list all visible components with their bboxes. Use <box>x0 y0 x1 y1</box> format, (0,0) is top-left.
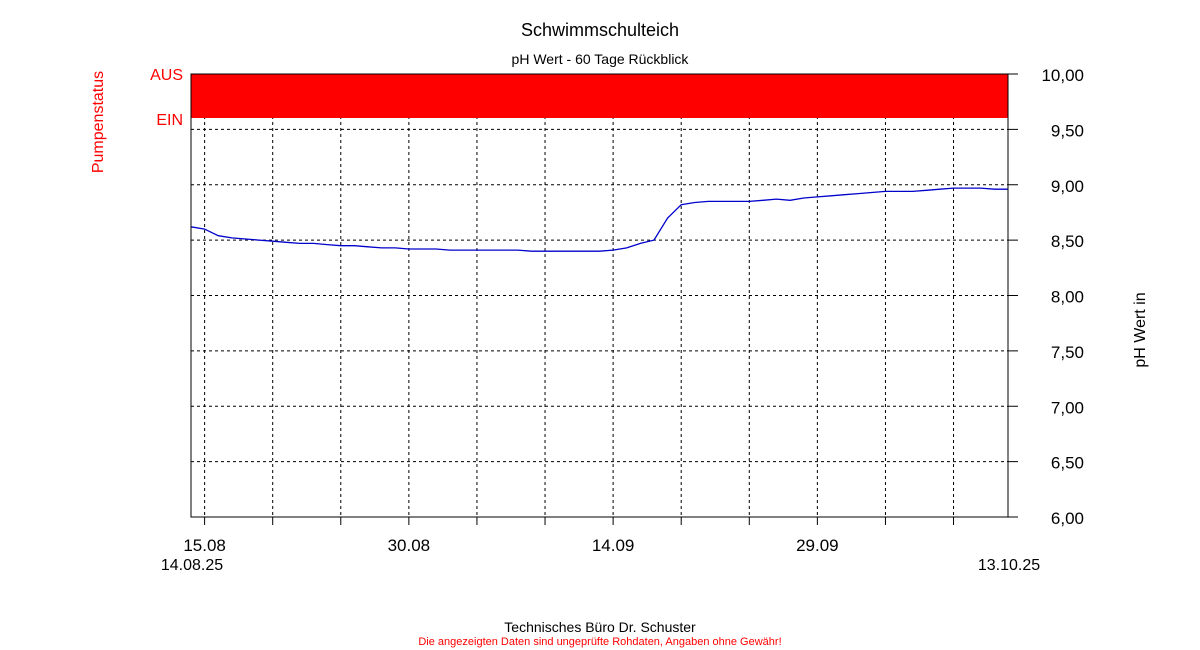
x-tick-label: 14.09 <box>592 536 635 555</box>
x-tick-label: 30.08 <box>388 536 431 555</box>
y-tick-label: 6,50 <box>1051 454 1084 473</box>
pump-axis-label: Pumpenstatus <box>90 71 107 173</box>
ph-line <box>190 187 1008 252</box>
y-axis: 6,00 6,50 7,00 7,50 8,00 8,50 9,00 9,50 10,00 <box>1008 66 1084 528</box>
x-end-date: 13.10.25 <box>978 557 1040 574</box>
pump-label-ein: EIN <box>156 112 183 129</box>
y-tick-label: 8,00 <box>1051 288 1084 307</box>
ph-axis-label: pH Wert in <box>1132 292 1149 367</box>
y-tick-label: 10,00 <box>1041 66 1084 85</box>
y-tick-label: 8,50 <box>1051 232 1084 251</box>
x-axis: 15.08 30.08 14.09 29.09 <box>183 517 955 555</box>
footer-disclaimer: Die angezeigten Daten sind ungeprüfte Ro… <box>418 636 781 648</box>
x-tick-label: 29.09 <box>796 536 839 555</box>
y-tick-label: 6,00 <box>1051 509 1084 528</box>
y-tick-label: 9,00 <box>1051 177 1084 196</box>
grid <box>191 74 1008 517</box>
chart-title: Schwimmschulteich <box>521 20 679 40</box>
pump-status-band <box>191 74 1008 118</box>
chart-subtitle: pH Wert - 60 Tage Rückblick <box>512 51 690 67</box>
x-start-date: 14.08.25 <box>161 557 223 574</box>
pump-label-aus: AUS <box>150 67 183 84</box>
pump-status-bar <box>191 74 1008 118</box>
footer-company: Technisches Büro Dr. Schuster <box>504 619 696 635</box>
ph-series <box>190 187 1008 252</box>
x-tick-label: 15.08 <box>183 536 226 555</box>
y-tick-label: 7,50 <box>1051 343 1084 362</box>
y-tick-label: 9,50 <box>1051 121 1084 140</box>
y-tick-label: 7,00 <box>1051 398 1084 417</box>
